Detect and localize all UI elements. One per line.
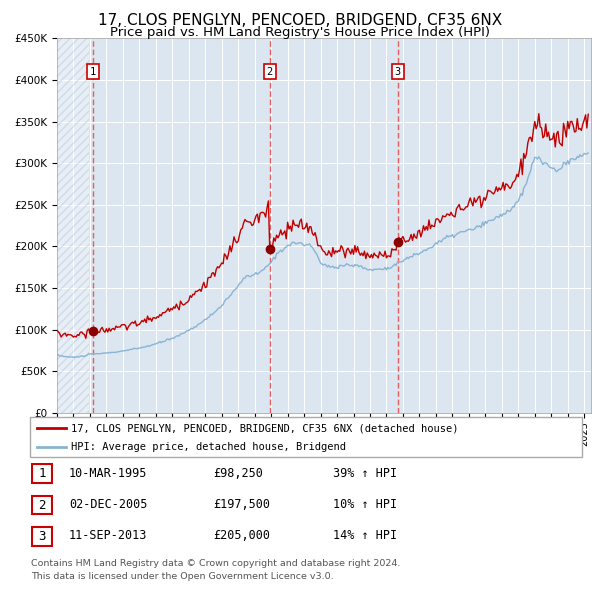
Text: 3: 3 bbox=[395, 67, 401, 77]
Text: 10-MAR-1995: 10-MAR-1995 bbox=[69, 467, 148, 480]
Text: £98,250: £98,250 bbox=[213, 467, 263, 480]
Text: £205,000: £205,000 bbox=[213, 529, 270, 542]
Text: 2: 2 bbox=[38, 499, 46, 512]
FancyBboxPatch shape bbox=[32, 496, 52, 514]
Text: This data is licensed under the Open Government Licence v3.0.: This data is licensed under the Open Gov… bbox=[31, 572, 334, 581]
Text: Contains HM Land Registry data © Crown copyright and database right 2024.: Contains HM Land Registry data © Crown c… bbox=[31, 559, 401, 568]
Text: 02-DEC-2005: 02-DEC-2005 bbox=[69, 498, 148, 511]
Text: 11-SEP-2013: 11-SEP-2013 bbox=[69, 529, 148, 542]
Text: 39% ↑ HPI: 39% ↑ HPI bbox=[333, 467, 397, 480]
Text: 17, CLOS PENGLYN, PENCOED, BRIDGEND, CF35 6NX: 17, CLOS PENGLYN, PENCOED, BRIDGEND, CF3… bbox=[98, 13, 502, 28]
Text: 14% ↑ HPI: 14% ↑ HPI bbox=[333, 529, 397, 542]
Text: Price paid vs. HM Land Registry's House Price Index (HPI): Price paid vs. HM Land Registry's House … bbox=[110, 26, 490, 39]
Text: 1: 1 bbox=[90, 67, 96, 77]
Text: 10% ↑ HPI: 10% ↑ HPI bbox=[333, 498, 397, 511]
Text: 2: 2 bbox=[266, 67, 273, 77]
FancyBboxPatch shape bbox=[32, 527, 52, 546]
Text: 1: 1 bbox=[38, 467, 46, 480]
FancyBboxPatch shape bbox=[32, 464, 52, 483]
Text: HPI: Average price, detached house, Bridgend: HPI: Average price, detached house, Brid… bbox=[71, 442, 346, 452]
Text: £197,500: £197,500 bbox=[213, 498, 270, 511]
Text: 17, CLOS PENGLYN, PENCOED, BRIDGEND, CF35 6NX (detached house): 17, CLOS PENGLYN, PENCOED, BRIDGEND, CF3… bbox=[71, 424, 459, 434]
Text: 3: 3 bbox=[38, 530, 46, 543]
